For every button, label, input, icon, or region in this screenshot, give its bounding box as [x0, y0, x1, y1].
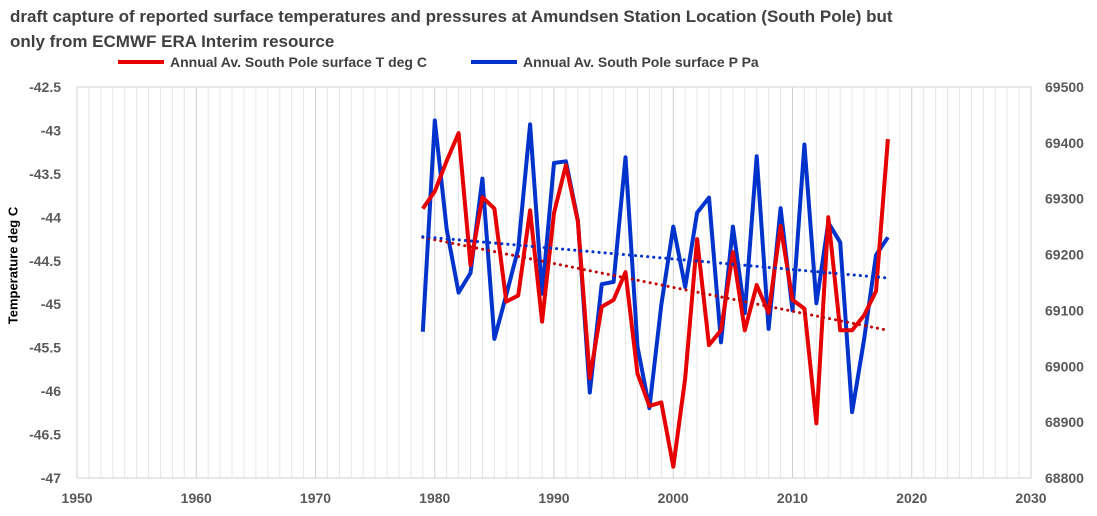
pressure-trendline	[421, 235, 890, 280]
legend-swatch-pressure	[470, 60, 517, 64]
y2-tick-label: 69500	[1045, 79, 1084, 95]
y2-tick-label: 68900	[1045, 414, 1084, 430]
x-tick-label: 1980	[419, 490, 450, 506]
legend-swatch-temperature	[118, 60, 164, 64]
y-tick-label: -46	[41, 383, 61, 399]
x-tick-label: 1960	[181, 490, 212, 506]
y-tick-label: -45.5	[29, 340, 61, 356]
y-tick-label: -45	[41, 296, 61, 312]
legend-item-temperature: Annual Av. South Pole surface T deg C	[118, 54, 427, 70]
temperature-trendline	[421, 235, 890, 332]
y2-tick-label: 69400	[1045, 135, 1084, 151]
legend-label-temperature: Annual Av. South Pole surface T deg C	[170, 54, 427, 70]
y-tick-label: -43.5	[29, 166, 61, 182]
y2-tick-label: 69100	[1045, 302, 1084, 318]
temperature-series-line	[421, 131, 890, 469]
y-tick-label: -42.5	[29, 79, 61, 95]
y-tick-label: -47	[41, 470, 61, 486]
pressure-series-line	[420, 118, 890, 415]
y-tick-label: -46.5	[29, 427, 61, 443]
plot-area-border	[76, 86, 1032, 479]
x-tick-label: 2020	[896, 490, 927, 506]
y2-tick-label: 69000	[1045, 358, 1084, 374]
chart-title: draft capture of reported surface temper…	[10, 4, 1010, 54]
x-tick-label: 2010	[777, 490, 808, 506]
y2-tick-label: 69300	[1045, 191, 1084, 207]
legend-item-pressure: Annual Av. South Pole surface P Pa	[470, 54, 759, 70]
legend-label-pressure: Annual Av. South Pole surface P Pa	[522, 54, 759, 70]
y-tick-label: -44.5	[29, 253, 61, 269]
x-tick-label: 1970	[300, 490, 331, 506]
x-tick-label: 2000	[658, 490, 689, 506]
y-tick-label: -44	[41, 209, 61, 225]
x-tick-label: 1990	[538, 490, 569, 506]
x-tick-label: 2030	[1015, 490, 1046, 506]
legend: Annual Av. South Pole surface T deg C An…	[118, 52, 803, 72]
chart-title-line-1: draft capture of reported surface temper…	[10, 7, 893, 26]
y2-tick-label: 68800	[1045, 470, 1084, 486]
y2-tick-label: 69200	[1045, 247, 1084, 263]
chart-title-line-2: only from ECMWF ERA Interim resource	[10, 32, 335, 51]
y-tick-label: -43	[41, 122, 61, 138]
x-tick-label: 1950	[61, 490, 92, 506]
